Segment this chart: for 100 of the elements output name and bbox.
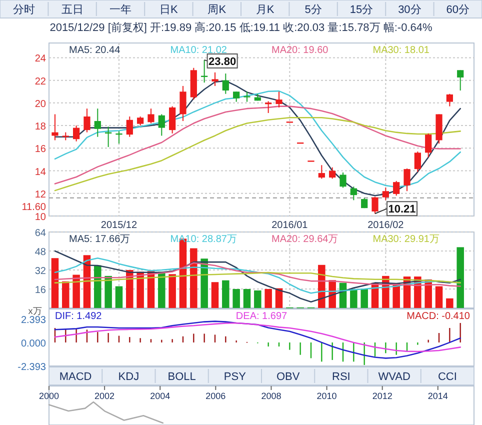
bar: [168, 274, 176, 308]
candlestick: [329, 166, 336, 180]
candlestick: [94, 108, 101, 138]
bar: [222, 280, 230, 308]
line-series: [54, 106, 461, 184]
text: BOLL: [168, 371, 196, 383]
series-label: MA5: 17.66万: [69, 234, 130, 245]
bar: [211, 282, 219, 308]
candlestick: [52, 114, 58, 141]
candlestick: [158, 114, 165, 136]
text: PSY: [224, 371, 247, 383]
text: 15分: [350, 4, 374, 16]
candlestick: [212, 72, 218, 86]
text: MACD: [59, 371, 92, 383]
line-series: [54, 250, 461, 302]
annotation: 23.80: [208, 56, 236, 68]
text: MA20: 29.64万: [272, 234, 338, 245]
bar: [190, 248, 198, 308]
line-series: [54, 262, 461, 287]
x-tick-label: 2000: [38, 391, 60, 401]
candlestick: [244, 91, 250, 102]
text: 五日: [61, 4, 84, 16]
y-tick-label: 12: [34, 189, 46, 200]
candlestick: [382, 187, 389, 201]
y-tick-label: 10: [34, 212, 46, 223]
line-series: [54, 116, 461, 192]
line-series: [54, 320, 461, 359]
candlestick: [340, 172, 346, 188]
x-tick-label: 2010: [316, 391, 337, 401]
y-tick-label: 0.000: [20, 338, 46, 350]
candlestick: [233, 91, 240, 102]
y-tick-label: 16: [34, 285, 46, 296]
candlestick: [372, 196, 378, 214]
candlestick: [265, 100, 272, 114]
bar: [94, 265, 102, 308]
candlestick: [350, 186, 357, 201]
bar: [254, 290, 262, 308]
candlestick: [414, 151, 421, 172]
text: 60分: [446, 4, 470, 16]
text: MA10: 21.02: [170, 45, 228, 56]
bar: [360, 288, 368, 308]
x-tick-label: 2006: [206, 391, 226, 401]
line-series: [54, 322, 461, 352]
bar: [446, 298, 454, 308]
text: KDJ: [118, 371, 140, 383]
candlestick: [393, 180, 400, 196]
y-tick-label: -2.393: [18, 362, 46, 373]
bar: [232, 289, 240, 308]
candlestick: [276, 91, 282, 108]
y-tick-label: 24: [34, 54, 46, 65]
text: 分时: [13, 3, 36, 16]
annotation: 10.21: [388, 204, 416, 216]
x-tick-label: 2016/01: [272, 220, 308, 231]
text: 周K: [208, 4, 227, 16]
y-tick-label: 18: [34, 122, 46, 133]
series-label: DIF: 1.492: [55, 311, 102, 322]
y-tick-label: 16: [34, 144, 46, 156]
line-series: [54, 272, 461, 284]
candlestick: [148, 108, 154, 124]
chart-title: 2015/12/29 [前复权] 开:19.89 高:20.15 低:19.11 收:20.03 量:15.78万 幅:-0.64%: [50, 21, 432, 34]
x-tick-label: 2016/02: [368, 220, 404, 231]
text: MA30: 29.91万: [372, 234, 440, 245]
series-label: DEA: 1.697: [236, 311, 288, 322]
bar: [243, 289, 251, 308]
bar: [350, 289, 358, 308]
x-tick-label: 2014: [428, 391, 448, 401]
text: MA20: 19.60: [272, 45, 329, 56]
y-tick-label: 64: [34, 228, 46, 239]
x-tick-label: 2012: [372, 391, 392, 401]
text: MA10: 28.87万: [170, 234, 237, 245]
text: 日K: [160, 4, 179, 16]
y-axis-title: x万: [28, 306, 42, 316]
candlestick: [73, 125, 80, 142]
candlestick: [126, 116, 133, 138]
bar: [158, 272, 166, 308]
candlestick: [425, 132, 432, 158]
candlestick: [457, 70, 464, 91]
line-series: [54, 257, 461, 294]
x-tick-label: 2004: [150, 391, 170, 401]
y-tick-label: 22: [34, 76, 46, 88]
candlestick: [446, 93, 453, 107]
bar: [264, 289, 272, 308]
bar: [72, 274, 80, 308]
x-tick-label: 2015/12: [100, 220, 138, 231]
text: 30分: [398, 4, 422, 16]
y-tick-label: 20: [34, 98, 46, 110]
text: CCI: [438, 371, 457, 383]
x-tick-label: 2002: [94, 391, 115, 401]
candlestick: [180, 85, 186, 122]
x-tick-label: 2008: [261, 391, 282, 401]
text: MA5: 20.44: [69, 45, 121, 56]
candlestick: [222, 73, 229, 94]
y-tick-label: 32: [34, 266, 46, 277]
candlestick: [318, 164, 325, 180]
candlestick: [137, 116, 144, 126]
bar: [104, 276, 112, 308]
series-label: MACD: -0.410: [406, 311, 470, 322]
candlestick: [169, 106, 176, 134]
candlestick: [404, 168, 410, 192]
bar: [62, 281, 70, 308]
